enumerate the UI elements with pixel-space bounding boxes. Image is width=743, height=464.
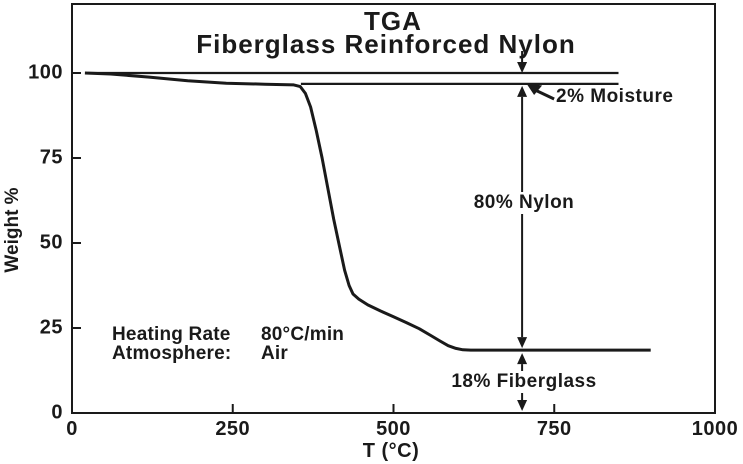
atmosphere-value: Air xyxy=(261,343,288,364)
y-tick-label-25: 25 xyxy=(39,316,63,339)
x-tick-label-250: 250 xyxy=(215,418,251,440)
y-tick-label-50: 50 xyxy=(39,231,63,254)
y-tick-label-0: 0 xyxy=(51,401,63,424)
heating-rate-value: 80°C/min xyxy=(261,324,345,345)
x-tick-label-1000: 1000 xyxy=(691,418,739,440)
y-tick-label-100: 100 xyxy=(28,61,63,84)
y-tick-label-75: 75 xyxy=(39,146,63,169)
x-tick-label-750: 750 xyxy=(536,418,572,440)
annotation-fiberglass-label: 18% Fiberglass xyxy=(447,371,601,393)
x-axis-title: T (°C) xyxy=(362,440,420,462)
annotation-nylon-label: 80% Nylon xyxy=(469,192,579,214)
moisture-leader-line xyxy=(534,88,555,101)
tga-curve xyxy=(84,71,651,352)
nylon-arrowhead-up xyxy=(517,85,528,97)
heating-rate-label: Heating Rate xyxy=(112,324,231,345)
x-tick-label-500: 500 xyxy=(376,418,411,440)
x-tick-label-0: 0 xyxy=(66,418,78,440)
moisture-arrowhead-down xyxy=(517,62,528,73)
y-axis-title: Weight % xyxy=(2,187,23,273)
nylon-arrowhead-down xyxy=(517,337,528,349)
chart-subtitle: Fiberglass Reinforced Nylon xyxy=(196,29,576,59)
test-conditions-block: Heating Rate 80°C/min Atmosphere: Air xyxy=(112,325,344,363)
annotation-moisture-label: 2% Moisture xyxy=(556,86,674,107)
fiberglass-arrowhead-down xyxy=(517,400,528,411)
chart-title: TGA xyxy=(364,6,422,36)
fiberglass-arrowhead-up xyxy=(517,353,528,365)
atmosphere-label: Atmosphere: xyxy=(112,343,232,364)
moisture-leader-arrowhead xyxy=(526,83,543,95)
